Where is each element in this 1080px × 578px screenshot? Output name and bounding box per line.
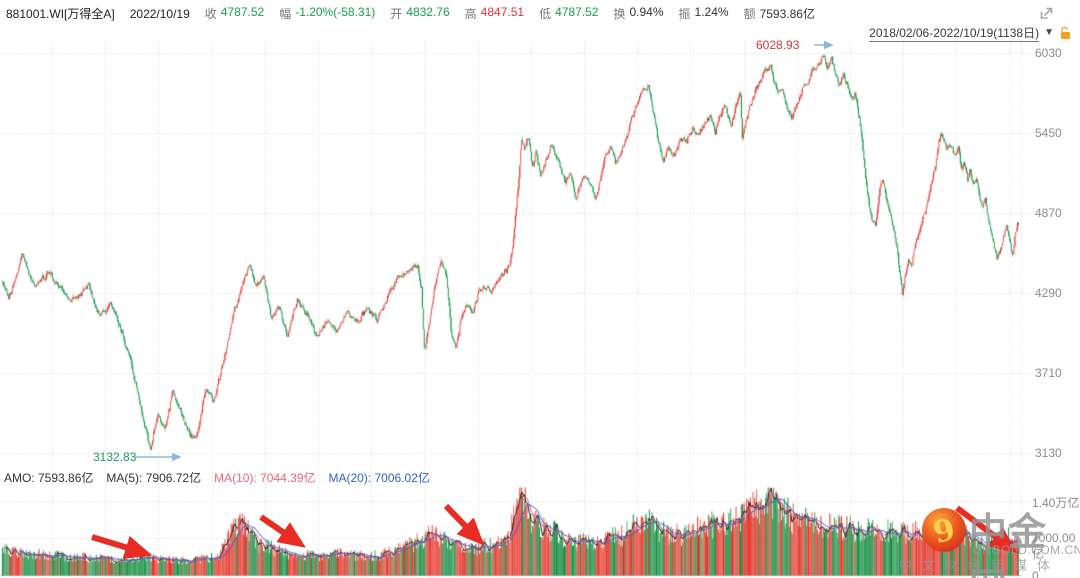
popout-icon[interactable] <box>1039 6 1054 26</box>
y-axis-label: 4870 <box>1035 206 1062 220</box>
field-low: 低 4787.52 <box>539 5 599 21</box>
field-high: 高 4847.51 <box>464 5 525 21</box>
low-annotation: 3132.83 <box>93 450 137 464</box>
volume-legend: AMO: 7593.86亿 MA(5): 7906.72亿 MA(10): 70… <box>4 469 430 486</box>
y-axis-label: 6030 <box>1035 46 1062 60</box>
y-axis-label: 4290 <box>1035 286 1062 300</box>
field-amount: 额 7593.86亿 <box>743 7 815 21</box>
high-annotation: 6028.93 <box>756 38 800 52</box>
ma10-value: MA(10): 7044.39亿 <box>214 471 316 485</box>
field-turnover: 换 0.94% <box>613 5 664 21</box>
chevron-down-icon[interactable]: ▼ <box>1044 27 1054 38</box>
range-bar: 2018/02/06-2022/10/19(1138日) ▼ <box>869 24 1072 42</box>
quote-header: 881001.WI[万得全A] 2022/10/19 收 4787.52 幅 -1.… <box>6 5 815 22</box>
ma20-value: MA(20): 7006.02亿 <box>328 471 430 485</box>
y-axis-label: 3130 <box>1035 446 1062 460</box>
amo-value: AMO: 7593.86亿 <box>4 471 94 485</box>
field-change: 幅 -1.20%(-58.31) <box>279 5 376 21</box>
field-close: 收 4787.52 <box>204 5 265 21</box>
volume-axis-label: 1.40万亿 <box>1032 495 1080 510</box>
symbol-name: 881001.WI[万得全A] <box>6 7 115 21</box>
ma5-value: MA(5): 7906.72亿 <box>106 471 202 485</box>
field-open: 开 4832.76 <box>390 5 450 21</box>
volume-axis-label: 7000.00亿 <box>1032 531 1076 561</box>
unlock-icon[interactable] <box>1059 26 1072 40</box>
volume-axis-label: 0 <box>1032 568 1039 578</box>
field-amplitude: 振 1.24% <box>678 5 729 21</box>
y-axis-label: 3710 <box>1035 366 1062 380</box>
quote-date: 2022/10/19 <box>129 6 190 21</box>
date-range-selector[interactable]: 2018/02/06-2022/10/19(1138日) <box>869 26 1040 42</box>
y-axis-label: 5450 <box>1035 126 1062 140</box>
